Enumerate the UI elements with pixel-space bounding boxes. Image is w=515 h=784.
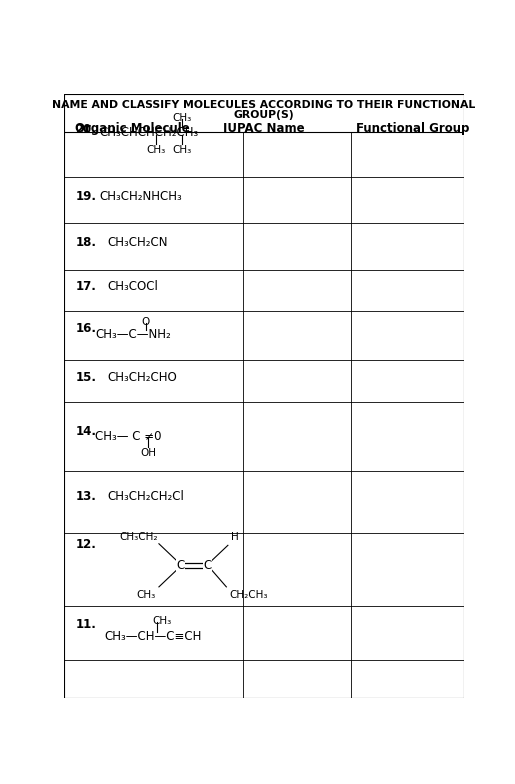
Text: CH₂CH₃: CH₂CH₃ — [230, 590, 268, 600]
Text: 16.: 16. — [75, 322, 96, 335]
Text: 14.: 14. — [75, 425, 96, 438]
Text: 20.: 20. — [75, 123, 96, 136]
Text: O: O — [142, 318, 150, 328]
Text: 12.: 12. — [75, 539, 96, 551]
Text: 18.: 18. — [75, 236, 96, 249]
Text: NAME AND CLASSIFY MOLECULES ACCORDING TO THEIR FUNCTIONAL: NAME AND CLASSIFY MOLECULES ACCORDING TO… — [52, 100, 475, 111]
Text: 17.: 17. — [75, 280, 96, 293]
Text: CH₃: CH₃ — [136, 590, 156, 600]
Text: C: C — [177, 559, 185, 572]
Text: CH₃—CH—C≡CH: CH₃—CH—C≡CH — [105, 630, 202, 643]
Text: CH₃CH₂NHCH₃: CH₃CH₂NHCH₃ — [99, 190, 182, 203]
Text: 13.: 13. — [75, 489, 96, 503]
Text: Organic Molecule: Organic Molecule — [75, 122, 190, 135]
Text: GROUP(S): GROUP(S) — [233, 111, 294, 120]
Text: 11.: 11. — [75, 618, 96, 630]
Text: Functional Group: Functional Group — [356, 122, 470, 135]
Text: CH₃: CH₃ — [152, 616, 171, 626]
Text: 15.: 15. — [75, 371, 96, 383]
Text: CH₃CH₂CHO: CH₃CH₂CHO — [107, 371, 177, 383]
Text: CH₃COCl: CH₃COCl — [107, 280, 158, 293]
Text: CH₃— C ≠0: CH₃— C ≠0 — [95, 430, 162, 443]
Text: 19.: 19. — [75, 190, 96, 203]
Text: CH₃—C—NH₂: CH₃—C—NH₂ — [95, 328, 171, 341]
Text: IUPAC Name: IUPAC Name — [222, 122, 304, 135]
Text: C: C — [203, 559, 212, 572]
Text: CH₃: CH₃ — [146, 145, 165, 155]
Text: CH₃: CH₃ — [173, 114, 192, 123]
Text: CH₃CHCHCH₂CH₃: CH₃CHCHCH₂CH₃ — [99, 126, 198, 140]
Text: OH: OH — [140, 448, 156, 459]
Text: CH₃CH₂CH₂Cl: CH₃CH₂CH₂Cl — [107, 489, 184, 503]
Text: CH₃CH₂CN: CH₃CH₂CN — [107, 236, 167, 249]
Text: CH₃CH₂: CH₃CH₂ — [119, 532, 158, 543]
Text: H: H — [231, 532, 239, 543]
Text: CH₃: CH₃ — [173, 145, 192, 155]
